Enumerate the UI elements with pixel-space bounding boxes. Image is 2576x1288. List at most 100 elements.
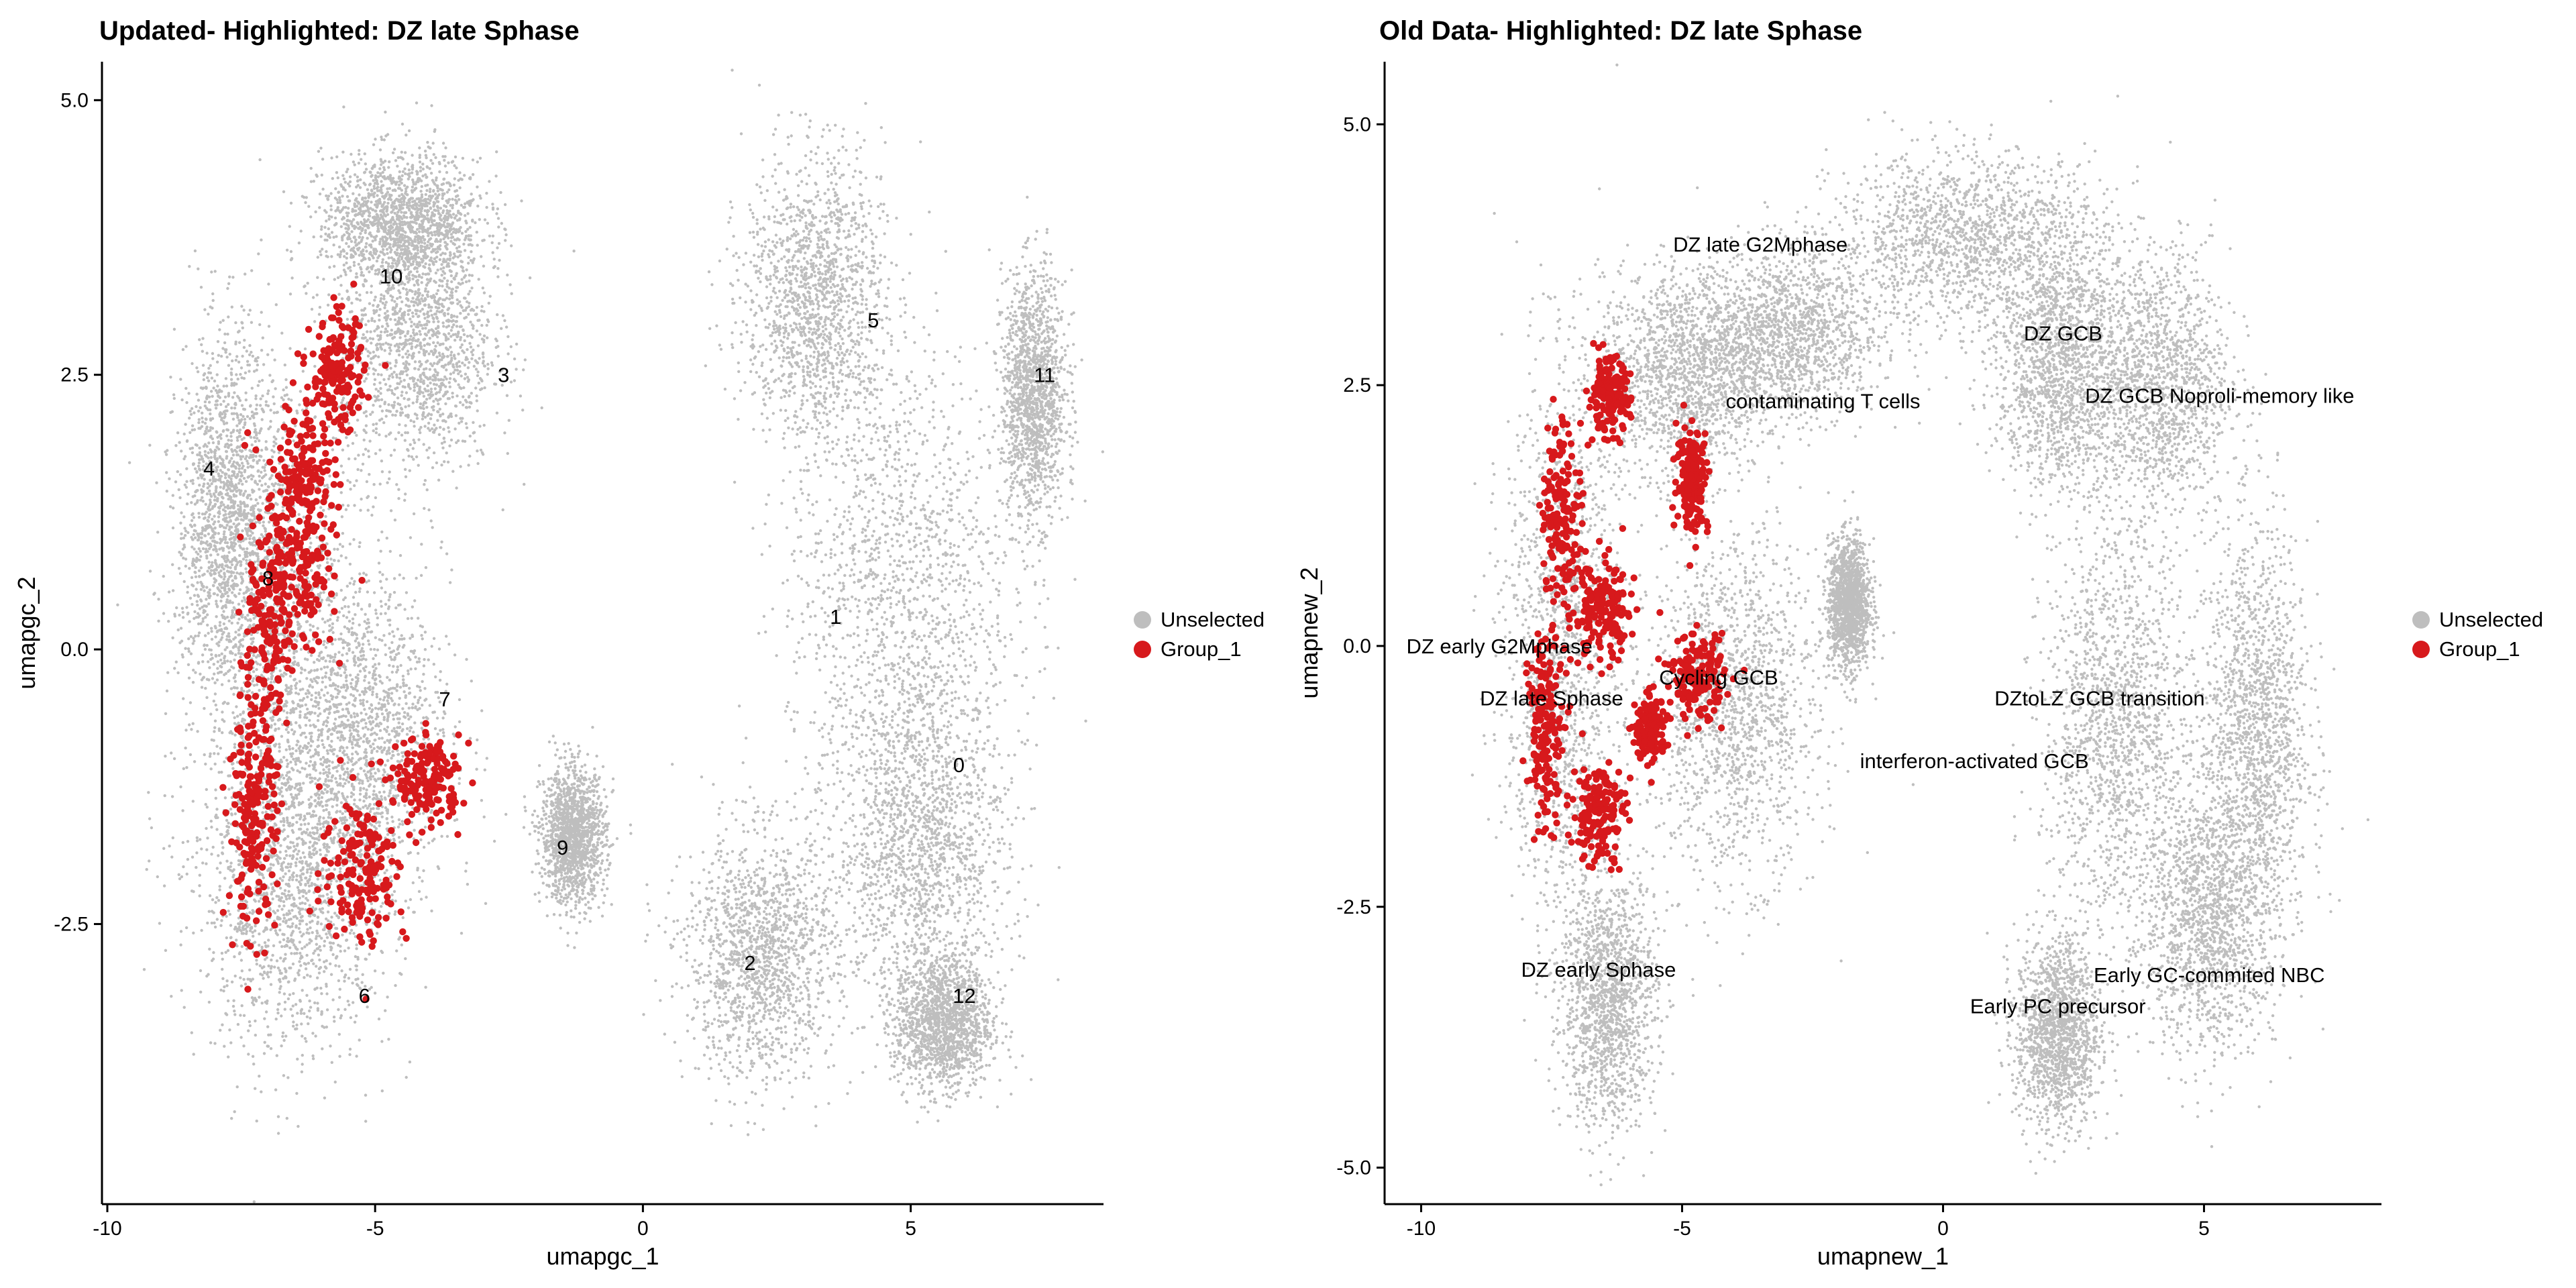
left-point — [226, 541, 229, 544]
left-point — [157, 598, 160, 600]
left-point — [188, 620, 191, 623]
left-point — [389, 318, 392, 321]
left-point — [409, 1061, 411, 1063]
left-point — [416, 417, 419, 420]
left-point — [367, 508, 370, 511]
left-point — [418, 351, 421, 354]
left-point — [256, 554, 258, 557]
left-point — [180, 537, 182, 540]
left-point — [222, 319, 225, 322]
left-point — [488, 302, 490, 305]
left-point — [353, 484, 356, 487]
left-point — [249, 929, 252, 932]
left-point — [406, 332, 409, 335]
left-point — [372, 337, 374, 340]
left-point — [327, 578, 330, 580]
left-point — [363, 411, 366, 414]
left-point — [234, 568, 237, 570]
left-point — [209, 498, 211, 501]
left-point — [459, 417, 462, 420]
left-point — [200, 286, 203, 288]
left-point — [238, 560, 241, 563]
left-point — [195, 616, 198, 619]
left-point — [246, 350, 248, 352]
left-point — [278, 750, 280, 753]
left-point — [442, 428, 445, 431]
left-point — [204, 450, 207, 453]
left-point — [264, 482, 267, 485]
left-point — [340, 491, 343, 494]
left-point — [349, 968, 352, 971]
left-point — [199, 607, 201, 610]
left-point — [244, 423, 246, 426]
left-point — [200, 588, 203, 591]
left-point — [412, 458, 415, 461]
left-point — [184, 345, 187, 347]
left-point — [382, 378, 385, 381]
left-point — [231, 579, 234, 582]
left-point — [262, 337, 264, 339]
left-point — [404, 957, 407, 960]
left-point — [207, 632, 209, 635]
left-point — [210, 270, 213, 273]
left-point — [197, 661, 200, 663]
left-point — [235, 359, 237, 362]
left-point — [257, 557, 260, 560]
left-point — [459, 401, 462, 404]
left-point — [198, 516, 201, 519]
left-point — [248, 344, 251, 347]
left-point — [233, 955, 235, 958]
left-point — [237, 482, 240, 484]
left-point — [316, 536, 319, 539]
left-point — [430, 388, 433, 390]
left-point — [360, 402, 362, 405]
left-point — [233, 557, 236, 560]
left-point — [429, 368, 431, 371]
left-point — [272, 484, 275, 487]
left-point — [233, 722, 236, 724]
left-point — [282, 756, 285, 759]
left-point — [329, 557, 332, 560]
left-point — [343, 672, 346, 674]
left-point — [419, 310, 421, 313]
left-point — [400, 317, 402, 320]
left-point — [423, 388, 426, 390]
left-point — [208, 910, 211, 913]
left-point — [423, 507, 425, 510]
left-point — [272, 540, 275, 543]
left-point — [258, 455, 261, 458]
left-point — [443, 437, 445, 439]
left-point — [347, 458, 350, 460]
left-point — [477, 344, 480, 347]
left-point — [199, 473, 202, 476]
left-point — [449, 301, 452, 304]
left-point — [267, 938, 270, 941]
left-point — [246, 460, 248, 462]
left-point — [233, 511, 235, 514]
left-point — [221, 952, 223, 955]
left-point — [384, 383, 387, 386]
left-point — [199, 451, 201, 454]
left-point — [253, 537, 256, 539]
left-point — [269, 799, 272, 802]
left-point — [455, 441, 458, 444]
left-point — [209, 513, 211, 516]
left-point — [216, 678, 219, 681]
left-point — [496, 313, 498, 316]
left-point — [358, 590, 361, 593]
left-point — [418, 428, 421, 431]
left-point — [250, 498, 252, 500]
left-point — [221, 614, 223, 616]
left-point — [256, 462, 258, 464]
left-point — [293, 570, 296, 573]
left-point — [229, 506, 231, 509]
left-point — [403, 499, 406, 502]
left-point — [260, 471, 262, 474]
left-point — [208, 666, 211, 669]
left-point — [335, 804, 338, 806]
left-point — [227, 594, 229, 597]
left-point — [364, 323, 367, 326]
left-point — [346, 659, 349, 662]
left-point — [217, 440, 220, 443]
left-point — [194, 502, 197, 505]
